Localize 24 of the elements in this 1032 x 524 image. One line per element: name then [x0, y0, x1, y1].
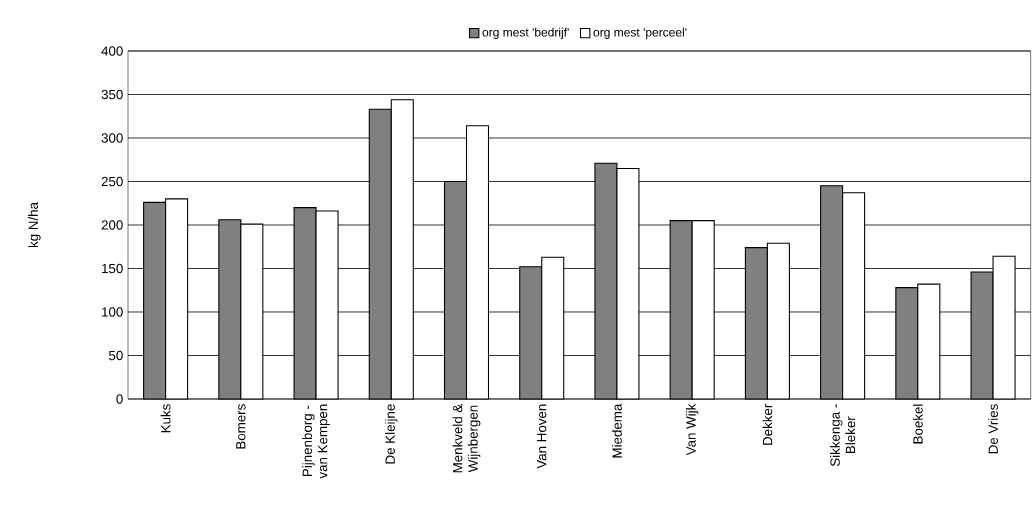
x-tick-label: Van Wijk	[685, 403, 699, 456]
legend-label: org mest 'bedrijf'	[482, 27, 569, 39]
y-tick-label: 0	[116, 394, 123, 404]
x-tick-label: Sikkenga - Bleker	[830, 404, 856, 467]
y-tick-label: 150	[102, 263, 123, 274]
x-tick-label: Dekker	[762, 403, 773, 445]
x-tick-label: Miedema	[612, 403, 622, 458]
y-tick-label: 50	[109, 350, 123, 361]
x-tick-label: Boekel	[912, 404, 923, 444]
x-tick-label: De Kleijne	[385, 404, 398, 464]
x-tick-label: De Vries	[988, 404, 998, 454]
y-tick-label: 400	[101, 46, 123, 56]
x-tick-label: Menkveld & Wijnbergen	[452, 403, 481, 473]
x-tick-label: Kuks	[160, 404, 171, 433]
y-tick-label: 200	[101, 220, 123, 230]
y-tick-label: 300	[101, 133, 123, 143]
legend-label: org mest 'perceel'	[593, 27, 687, 39]
x-tick-label: Bomers	[236, 404, 246, 449]
y-axis-title: kg N/ha	[28, 202, 41, 248]
y-tick-label: 100	[102, 307, 123, 317]
x-tick-label: Van Hoven	[537, 404, 547, 469]
y-tick-label: 350	[101, 89, 123, 100]
y-tick-label: 250	[101, 176, 123, 187]
x-tick-label: Pijnenborg - van Kempen	[302, 404, 330, 479]
